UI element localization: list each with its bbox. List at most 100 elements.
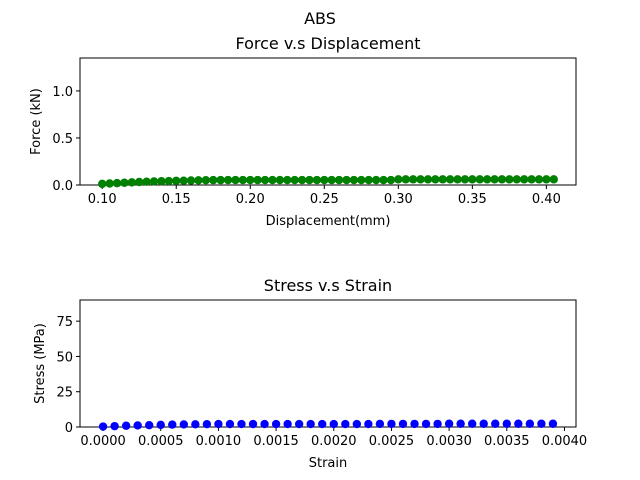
data-point-force-displacement <box>157 177 166 186</box>
data-point-force-displacement <box>297 175 307 185</box>
y-tick-label: 1.0 <box>52 85 73 100</box>
data-point-force-displacement <box>401 175 410 184</box>
data-point-force-displacement <box>312 175 322 185</box>
data-point-force-displacement <box>194 176 203 185</box>
data-point-stress-strain <box>387 419 396 429</box>
data-point-force-displacement <box>438 175 447 184</box>
data-point-stress-strain <box>248 419 258 429</box>
y-axis-label-force-displacement: Force (kN) <box>29 88 44 155</box>
data-point-stress-strain <box>306 419 315 429</box>
data-point-stress-strain <box>444 419 454 428</box>
data-point-stress-strain <box>467 419 477 428</box>
data-point-stress-strain <box>548 419 558 428</box>
data-point-force-displacement <box>453 175 462 184</box>
data-point-force-displacement <box>275 175 285 185</box>
data-point-stress-strain <box>456 419 465 428</box>
data-point-force-displacement <box>283 175 292 185</box>
x-tick-label: 0.40 <box>532 192 561 207</box>
data-point-stress-strain <box>514 419 523 428</box>
data-point-force-displacement <box>542 175 551 184</box>
data-point-force-displacement <box>223 175 233 185</box>
x-ticks-force-displacement: 0.10 0.15 0.20 0.25 0.30 0.35 0.40 <box>88 185 561 207</box>
data-point-stress-strain <box>398 419 408 429</box>
data-point-force-displacement <box>238 175 248 185</box>
x-tick-label: 0.0030 <box>426 434 472 449</box>
data-point-force-displacement <box>357 175 366 185</box>
data-point-force-displacement <box>149 177 159 186</box>
x-tick-label: 0.0010 <box>196 434 242 449</box>
plot-title-stress-strain: Stress v.s Strain <box>264 276 392 295</box>
data-point-stress-strain <box>491 419 500 428</box>
x-ticks-stress-strain: 0.0000 0.0005 0.0010 0.0015 0.0020 0.0025 0.00… <box>80 427 587 449</box>
data-point-stress-strain <box>341 419 350 429</box>
x-tick-label: 0.0035 <box>484 434 530 449</box>
data-point-force-displacement <box>534 175 544 184</box>
data-point-force-displacement <box>135 177 144 187</box>
data-point-force-displacement <box>98 179 107 189</box>
data-point-force-displacement <box>482 175 492 184</box>
data-point-stress-strain <box>260 419 269 429</box>
force-displacement-plot: Force v.s Displacement 0.10 0.15 0.20 0.25 0… <box>29 34 577 229</box>
figure-suptitle: ABS <box>304 9 336 28</box>
data-point-force-displacement <box>327 175 336 185</box>
x-axis-label-force-displacement: Displacement(mm) <box>266 214 391 229</box>
data-point-force-displacement <box>431 175 440 184</box>
data-points-stress-strain <box>98 419 558 431</box>
x-tick-label: 0.0040 <box>542 434 588 449</box>
data-point-stress-strain <box>352 419 362 429</box>
data-point-force-displacement <box>179 176 188 185</box>
data-point-force-displacement <box>394 175 403 184</box>
data-point-force-displacement <box>549 175 558 184</box>
data-point-force-displacement <box>379 175 388 185</box>
data-point-force-displacement <box>497 175 507 184</box>
y-tick-label: 0 <box>65 421 73 436</box>
x-tick-label: 0.0025 <box>369 434 415 449</box>
data-point-force-displacement <box>416 175 425 184</box>
plot-title-force-displacement: Force v.s Displacement <box>235 34 420 53</box>
data-point-stress-strain <box>214 419 223 429</box>
data-point-stress-strain <box>375 419 385 429</box>
data-point-force-displacement <box>320 175 329 185</box>
data-point-stress-strain <box>479 419 488 428</box>
y-ticks-force-displacement: 0.0 0.5 1.0 <box>52 85 80 194</box>
data-point-force-displacement <box>105 179 114 188</box>
y-tick-label: 0.0 <box>52 179 73 194</box>
x-tick-label: 0.15 <box>162 192 191 207</box>
data-point-stress-strain <box>237 419 246 429</box>
data-point-stress-strain <box>191 420 200 429</box>
y-tick-label: 0.5 <box>52 132 73 147</box>
x-tick-label: 0.0020 <box>311 434 357 449</box>
x-tick-label: 0.0005 <box>138 434 184 449</box>
data-point-force-displacement <box>490 175 499 184</box>
data-point-force-displacement <box>468 175 477 184</box>
data-point-stress-strain <box>537 419 546 428</box>
data-point-stress-strain <box>318 419 327 429</box>
data-point-force-displacement <box>527 175 536 184</box>
x-tick-label: 0.0015 <box>253 434 299 449</box>
y-ticks-stress-strain: 0 25 50 75 <box>56 315 80 436</box>
x-tick-label: 0.35 <box>458 192 487 207</box>
x-tick-label: 0.25 <box>310 192 339 207</box>
x-tick-label: 0.10 <box>88 192 117 207</box>
data-point-force-displacement <box>349 175 359 185</box>
x-tick-label: 0.0000 <box>80 434 126 449</box>
data-point-force-displacement <box>371 175 381 185</box>
y-tick-label: 50 <box>56 350 73 365</box>
data-point-stress-strain <box>145 420 154 430</box>
data-point-force-displacement <box>164 176 174 186</box>
data-point-stress-strain <box>168 420 177 429</box>
data-point-force-displacement <box>408 175 418 184</box>
data-point-force-displacement <box>505 175 514 184</box>
x-axis-label-stress-strain: Strain <box>309 456 348 471</box>
data-point-force-displacement <box>305 175 314 185</box>
data-point-force-displacement <box>231 175 240 185</box>
data-point-stress-strain <box>202 419 212 429</box>
data-point-force-displacement <box>290 175 299 185</box>
data-point-stress-strain <box>502 419 511 428</box>
data-point-force-displacement <box>364 175 373 185</box>
x-tick-label: 0.30 <box>384 192 413 207</box>
stress-strain-plot: Stress v.s Strain 0.0000 0.0005 0.0010 0.00… <box>33 276 587 471</box>
data-point-force-displacement <box>209 175 218 185</box>
data-point-force-displacement <box>142 177 151 186</box>
